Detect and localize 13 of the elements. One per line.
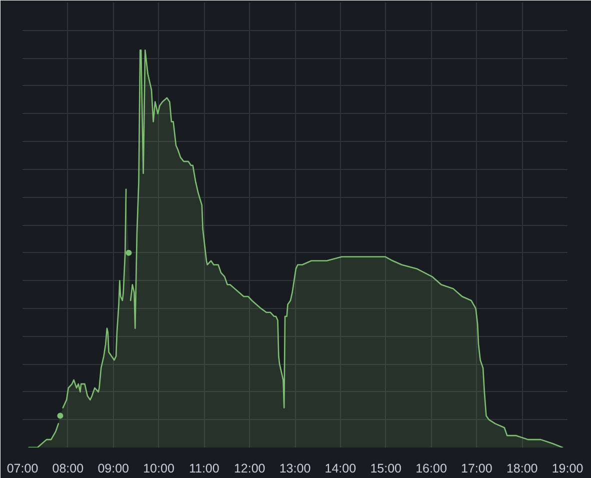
x-tick-label: 08:00 <box>52 462 84 476</box>
x-tick-label: 18:00 <box>506 462 538 476</box>
x-tick-label: 14:00 <box>324 462 356 476</box>
x-tick-label: 07:00 <box>6 462 38 476</box>
x-tick-label: 15:00 <box>370 462 402 476</box>
x-tick-label: 17:00 <box>461 462 492 476</box>
x-tick-label: 12:00 <box>234 462 266 476</box>
x-tick-label: 10:00 <box>143 462 174 476</box>
x-tick-label: 19:00 <box>552 462 584 476</box>
x-tick-label: 13:00 <box>279 462 311 476</box>
x-tick-label: 16:00 <box>416 462 447 476</box>
x-tick-label: 11:00 <box>188 462 220 476</box>
x-tick-label: 09:00 <box>98 462 130 476</box>
